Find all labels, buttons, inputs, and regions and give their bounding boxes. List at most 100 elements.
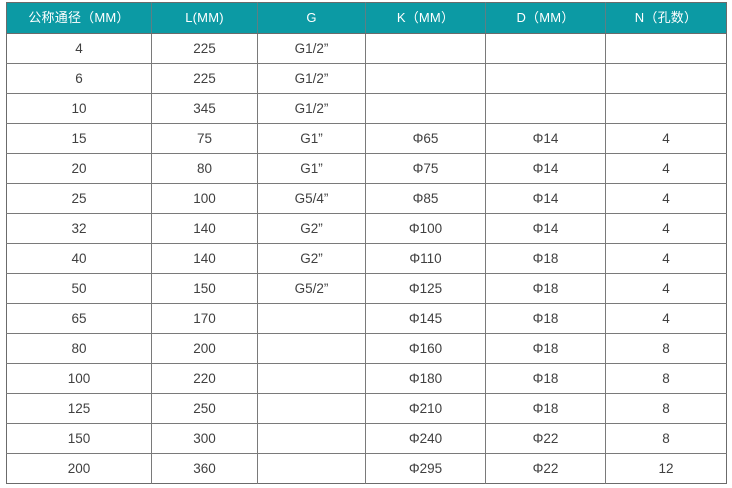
table-row: 150 300 Φ240 Φ22 8 xyxy=(6,423,727,454)
cell-thread xyxy=(257,363,366,394)
cell-k: Φ160 xyxy=(365,333,486,364)
cell-thread: G2” xyxy=(257,213,366,244)
cell-hole-count: 12 xyxy=(605,453,727,484)
table-row: 200 360 Φ295 Φ22 12 xyxy=(6,453,727,484)
cell-length: 250 xyxy=(151,393,258,424)
cell-k: Φ75 xyxy=(365,153,486,184)
cell-k: Φ100 xyxy=(365,213,486,244)
table-row: 32 140 G2” Φ100 Φ14 4 xyxy=(6,213,727,244)
table-row: 80 200 Φ160 Φ18 8 xyxy=(6,333,727,364)
cell-thread xyxy=(257,453,366,484)
cell-thread: G1” xyxy=(257,123,366,154)
specification-table: 公称通径（MM） L(MM) G K（MM） D（MM） N（孔数） 4 225… xyxy=(6,2,727,484)
cell-nominal-diameter: 25 xyxy=(6,183,152,214)
cell-thread: G5/2” xyxy=(257,273,366,304)
cell-thread xyxy=(257,393,366,424)
cell-thread xyxy=(257,333,366,364)
table-row: 125 250 Φ210 Φ18 8 xyxy=(6,393,727,424)
cell-d: Φ18 xyxy=(485,243,606,274)
table-row: 25 100 G5/4” Φ85 Φ14 4 xyxy=(6,183,727,214)
cell-hole-count: 4 xyxy=(605,273,727,304)
cell-k: Φ85 xyxy=(365,183,486,214)
cell-d: Φ14 xyxy=(485,123,606,154)
cell-nominal-diameter: 65 xyxy=(6,303,152,334)
table-row: 4 225 G1/2” xyxy=(6,33,727,64)
cell-nominal-diameter: 150 xyxy=(6,423,152,454)
column-header-nominal-diameter: 公称通径（MM） xyxy=(6,2,152,34)
cell-thread: G1/2” xyxy=(257,93,366,124)
cell-nominal-diameter: 50 xyxy=(6,273,152,304)
cell-thread: G2” xyxy=(257,243,366,274)
cell-k: Φ145 xyxy=(365,303,486,334)
cell-hole-count: 8 xyxy=(605,333,727,364)
cell-length: 140 xyxy=(151,243,258,274)
cell-hole-count: 4 xyxy=(605,303,727,334)
table-row: 15 75 G1” Φ65 Φ14 4 xyxy=(6,123,727,154)
cell-k: Φ110 xyxy=(365,243,486,274)
cell-d: Φ18 xyxy=(485,273,606,304)
cell-length: 225 xyxy=(151,63,258,94)
table-header-row: 公称通径（MM） L(MM) G K（MM） D（MM） N（孔数） xyxy=(6,2,727,34)
cell-length: 345 xyxy=(151,93,258,124)
cell-length: 300 xyxy=(151,423,258,454)
cell-nominal-diameter: 125 xyxy=(6,393,152,424)
cell-d xyxy=(485,33,606,64)
cell-nominal-diameter: 20 xyxy=(6,153,152,184)
cell-nominal-diameter: 15 xyxy=(6,123,152,154)
cell-hole-count: 4 xyxy=(605,243,727,274)
cell-length: 200 xyxy=(151,333,258,364)
cell-d: Φ14 xyxy=(485,213,606,244)
cell-d: Φ18 xyxy=(485,333,606,364)
cell-length: 150 xyxy=(151,273,258,304)
column-header-thread: G xyxy=(257,2,366,34)
cell-d: Φ22 xyxy=(485,423,606,454)
cell-nominal-diameter: 4 xyxy=(6,33,152,64)
cell-d xyxy=(485,63,606,94)
cell-hole-count xyxy=(605,93,727,124)
cell-nominal-diameter: 40 xyxy=(6,243,152,274)
cell-d: Φ14 xyxy=(485,183,606,214)
cell-nominal-diameter: 80 xyxy=(6,333,152,364)
cell-hole-count: 8 xyxy=(605,423,727,454)
table-row: 40 140 G2” Φ110 Φ18 4 xyxy=(6,243,727,274)
cell-thread: G1/2” xyxy=(257,33,366,64)
cell-hole-count: 4 xyxy=(605,153,727,184)
cell-d: Φ18 xyxy=(485,363,606,394)
cell-hole-count: 4 xyxy=(605,123,727,154)
cell-length: 360 xyxy=(151,453,258,484)
cell-hole-count xyxy=(605,33,727,64)
table-row: 10 345 G1/2” xyxy=(6,93,727,124)
cell-k: Φ295 xyxy=(365,453,486,484)
column-header-k: K（MM） xyxy=(365,2,486,34)
table-row: 100 220 Φ180 Φ18 8 xyxy=(6,363,727,394)
column-header-d: D（MM） xyxy=(485,2,606,34)
cell-hole-count: 8 xyxy=(605,393,727,424)
table-row: 20 80 G1” Φ75 Φ14 4 xyxy=(6,153,727,184)
cell-length: 170 xyxy=(151,303,258,334)
table-row: 65 170 Φ145 Φ18 4 xyxy=(6,303,727,334)
cell-hole-count: 4 xyxy=(605,183,727,214)
cell-d: Φ14 xyxy=(485,153,606,184)
cell-nominal-diameter: 10 xyxy=(6,93,152,124)
cell-d: Φ18 xyxy=(485,303,606,334)
cell-k: Φ240 xyxy=(365,423,486,454)
table-body: 4 225 G1/2” 6 225 G1/2” 10 345 G1/2” xyxy=(6,33,727,484)
cell-hole-count xyxy=(605,63,727,94)
cell-length: 140 xyxy=(151,213,258,244)
cell-length: 225 xyxy=(151,33,258,64)
cell-d xyxy=(485,93,606,124)
cell-length: 75 xyxy=(151,123,258,154)
specification-table-container: 公称通径（MM） L(MM) G K（MM） D（MM） N（孔数） 4 225… xyxy=(6,2,727,484)
cell-d: Φ22 xyxy=(485,453,606,484)
cell-hole-count: 8 xyxy=(605,363,727,394)
cell-length: 220 xyxy=(151,363,258,394)
table-row: 6 225 G1/2” xyxy=(6,63,727,94)
cell-nominal-diameter: 100 xyxy=(6,363,152,394)
cell-hole-count: 4 xyxy=(605,213,727,244)
cell-nominal-diameter: 6 xyxy=(6,63,152,94)
table-header: 公称通径（MM） L(MM) G K（MM） D（MM） N（孔数） xyxy=(6,2,727,34)
cell-k: Φ210 xyxy=(365,393,486,424)
cell-length: 100 xyxy=(151,183,258,214)
table-row: 50 150 G5/2” Φ125 Φ18 4 xyxy=(6,273,727,304)
cell-k xyxy=(365,63,486,94)
